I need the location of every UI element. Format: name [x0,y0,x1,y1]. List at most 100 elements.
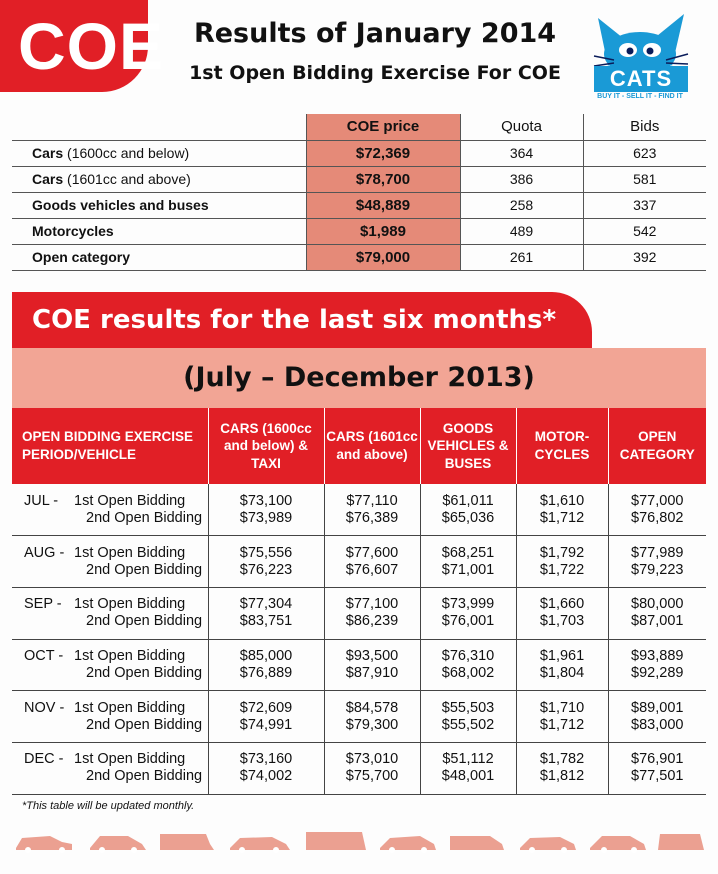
round-2-price: $55,502 [441,716,495,733]
round-1-price: $1,792 [539,544,585,561]
motorcycles-price: $1,961 $1,804 [516,639,609,692]
round-1-price: $1,710 [539,699,585,716]
cars-small-price: $75,556 $76,223 [208,535,325,588]
quota: 261 [460,244,584,271]
round-2-label: 2nd Open Bidding [86,664,203,681]
cars-small-price: $73,160 $74,002 [208,742,325,795]
round-1-price: $93,500 [345,647,399,664]
vehicle-category: Cars (1601cc and above) [12,166,307,193]
category-detail: (1600cc and below) [63,145,190,161]
round-1-label: 1st Open Bidding [74,544,186,561]
round-2-price: $79,300 [345,716,399,733]
category-name: Goods vehicles and buses [32,197,209,213]
goods-vehicles-price: $61,011 $65,036 [420,484,517,537]
open-category-header: OPEN CATEGORY [608,408,706,484]
round-2-price: $1,804 [539,664,585,681]
round-1-label: 1st Open Bidding [74,596,186,613]
history-period: (July – December 2013) [12,348,706,408]
goods-vehicles-price: $55,503 $55,502 [420,690,517,743]
open-category-price: $77,989 $79,223 [608,535,706,588]
round-1-price: $73,100 [239,492,293,509]
round-1-price: $77,100 [345,596,399,613]
coe-price: $72,369 [306,140,461,167]
cars-small-price: $85,000 $76,889 [208,639,325,692]
round-1-price: $77,000 [631,492,684,509]
quota-header: Quota [460,114,584,141]
cars-large-price: $93,500 $87,910 [324,639,421,692]
round-2-price: $73,989 [239,509,293,526]
cat-logo-icon [593,14,689,76]
round-1-price: $51,112 [442,751,494,768]
round-1-label: 1st Open Bidding [74,647,186,664]
quota: 258 [460,192,584,219]
table-row: Open category $79,000 261 392 [12,244,706,271]
round-2-price: $86,239 [345,613,399,630]
round-1-price: $1,782 [539,751,585,768]
month-label: DEC - [24,751,64,768]
round-1-price: $73,010 [345,751,399,768]
round-2-price: $76,889 [239,664,293,681]
motorcycles-price: $1,782 $1,812 [516,742,609,795]
motorcycles-header: MOTOR-CYCLES [516,408,609,484]
round-2-price: $1,712 [539,509,585,526]
round-2-price: $83,000 [631,716,684,733]
bids: 392 [583,244,706,271]
goods-vehicles-price: $73,999 $76,001 [420,587,517,640]
table-row: OCT - 1st Open Bidding 2nd Open Bidding $85… [12,639,706,692]
category-name: Motorcycles [32,223,114,239]
round-1-price: $68,251 [441,544,495,561]
table-row: JUL - 1st Open Bidding 2nd Open Bidding $73… [12,484,706,537]
round-1-price: $77,600 [345,544,399,561]
round-1-price: $75,556 [239,544,293,561]
bids: 581 [583,166,706,193]
motorcycles-price: $1,610 $1,712 [516,484,609,537]
month-label: SEP - [24,596,62,613]
round-1-price: $84,578 [345,699,399,716]
round-2-price: $75,700 [345,768,399,785]
round-1-price: $85,000 [239,647,293,664]
round-2-price: $1,712 [539,716,585,733]
round-1-price: $76,310 [441,647,495,664]
bids-header: Bids [583,114,706,141]
goods-vehicles-price: $76,310 $68,002 [420,639,517,692]
round-2-price: $76,389 [345,509,399,526]
goods-vehicles-header: GOODS VEHICLES & BUSES [420,408,517,484]
coe-price: $48,889 [306,192,461,219]
month-label: JUL - [24,492,59,509]
table-row: DEC - 1st Open Bidding 2nd Open Bidding $73… [12,742,706,795]
motorcycles-price: $1,660 $1,703 [516,587,609,640]
open-category-price: $80,000 $87,001 [608,587,706,640]
round-1-price: $1,660 [539,596,585,613]
month-label: NOV - [24,699,65,716]
vehicle-category: Goods vehicles and buses [12,192,307,219]
vehicle-category: Open category [12,244,307,271]
cars-large-price: $77,100 $86,239 [324,587,421,640]
cars-large-price: $77,110 $76,389 [324,484,421,537]
motorcycles-price: $1,792 $1,722 [516,535,609,588]
round-2-price: $76,607 [345,561,399,578]
open-category-price: $76,901 $77,501 [608,742,706,795]
round-1-price: $61,011 [442,492,494,509]
table-row: AUG - 1st Open Bidding 2nd Open Bidding $75… [12,535,706,588]
round-2-label: 2nd Open Bidding [86,509,203,526]
quota: 489 [460,218,584,245]
month-label: AUG - [24,544,65,561]
goods-vehicles-price: $51,112 $48,001 [420,742,517,795]
cars-large-price: $73,010 $75,700 [324,742,421,795]
table-row: Cars (1601cc and above) $78,700 386 581 [12,166,706,193]
cars-small-price: $73,100 $73,989 [208,484,325,537]
history-header-row: OPEN BIDDING EXERCISE PERIOD/VEHICLE CAR… [12,408,706,484]
cats-logo-text: CATS [594,66,688,92]
coe-badge: COE [0,0,163,92]
round-1-price: $1,610 [539,492,585,509]
month-label: OCT - [24,647,64,664]
category-name: Open category [32,249,131,265]
table-row: Cars (1600cc and below) $72,369 364 623 [12,140,706,167]
round-2-price: $1,703 [539,613,585,630]
motorcycles-price: $1,710 $1,712 [516,690,609,743]
round-2-label: 2nd Open Bidding [86,768,203,785]
quota: 364 [460,140,584,167]
round-1-price: $55,503 [441,699,495,716]
bidding-period: AUG - 1st Open Bidding 2nd Open Bidding [12,535,209,588]
bids: 542 [583,218,706,245]
